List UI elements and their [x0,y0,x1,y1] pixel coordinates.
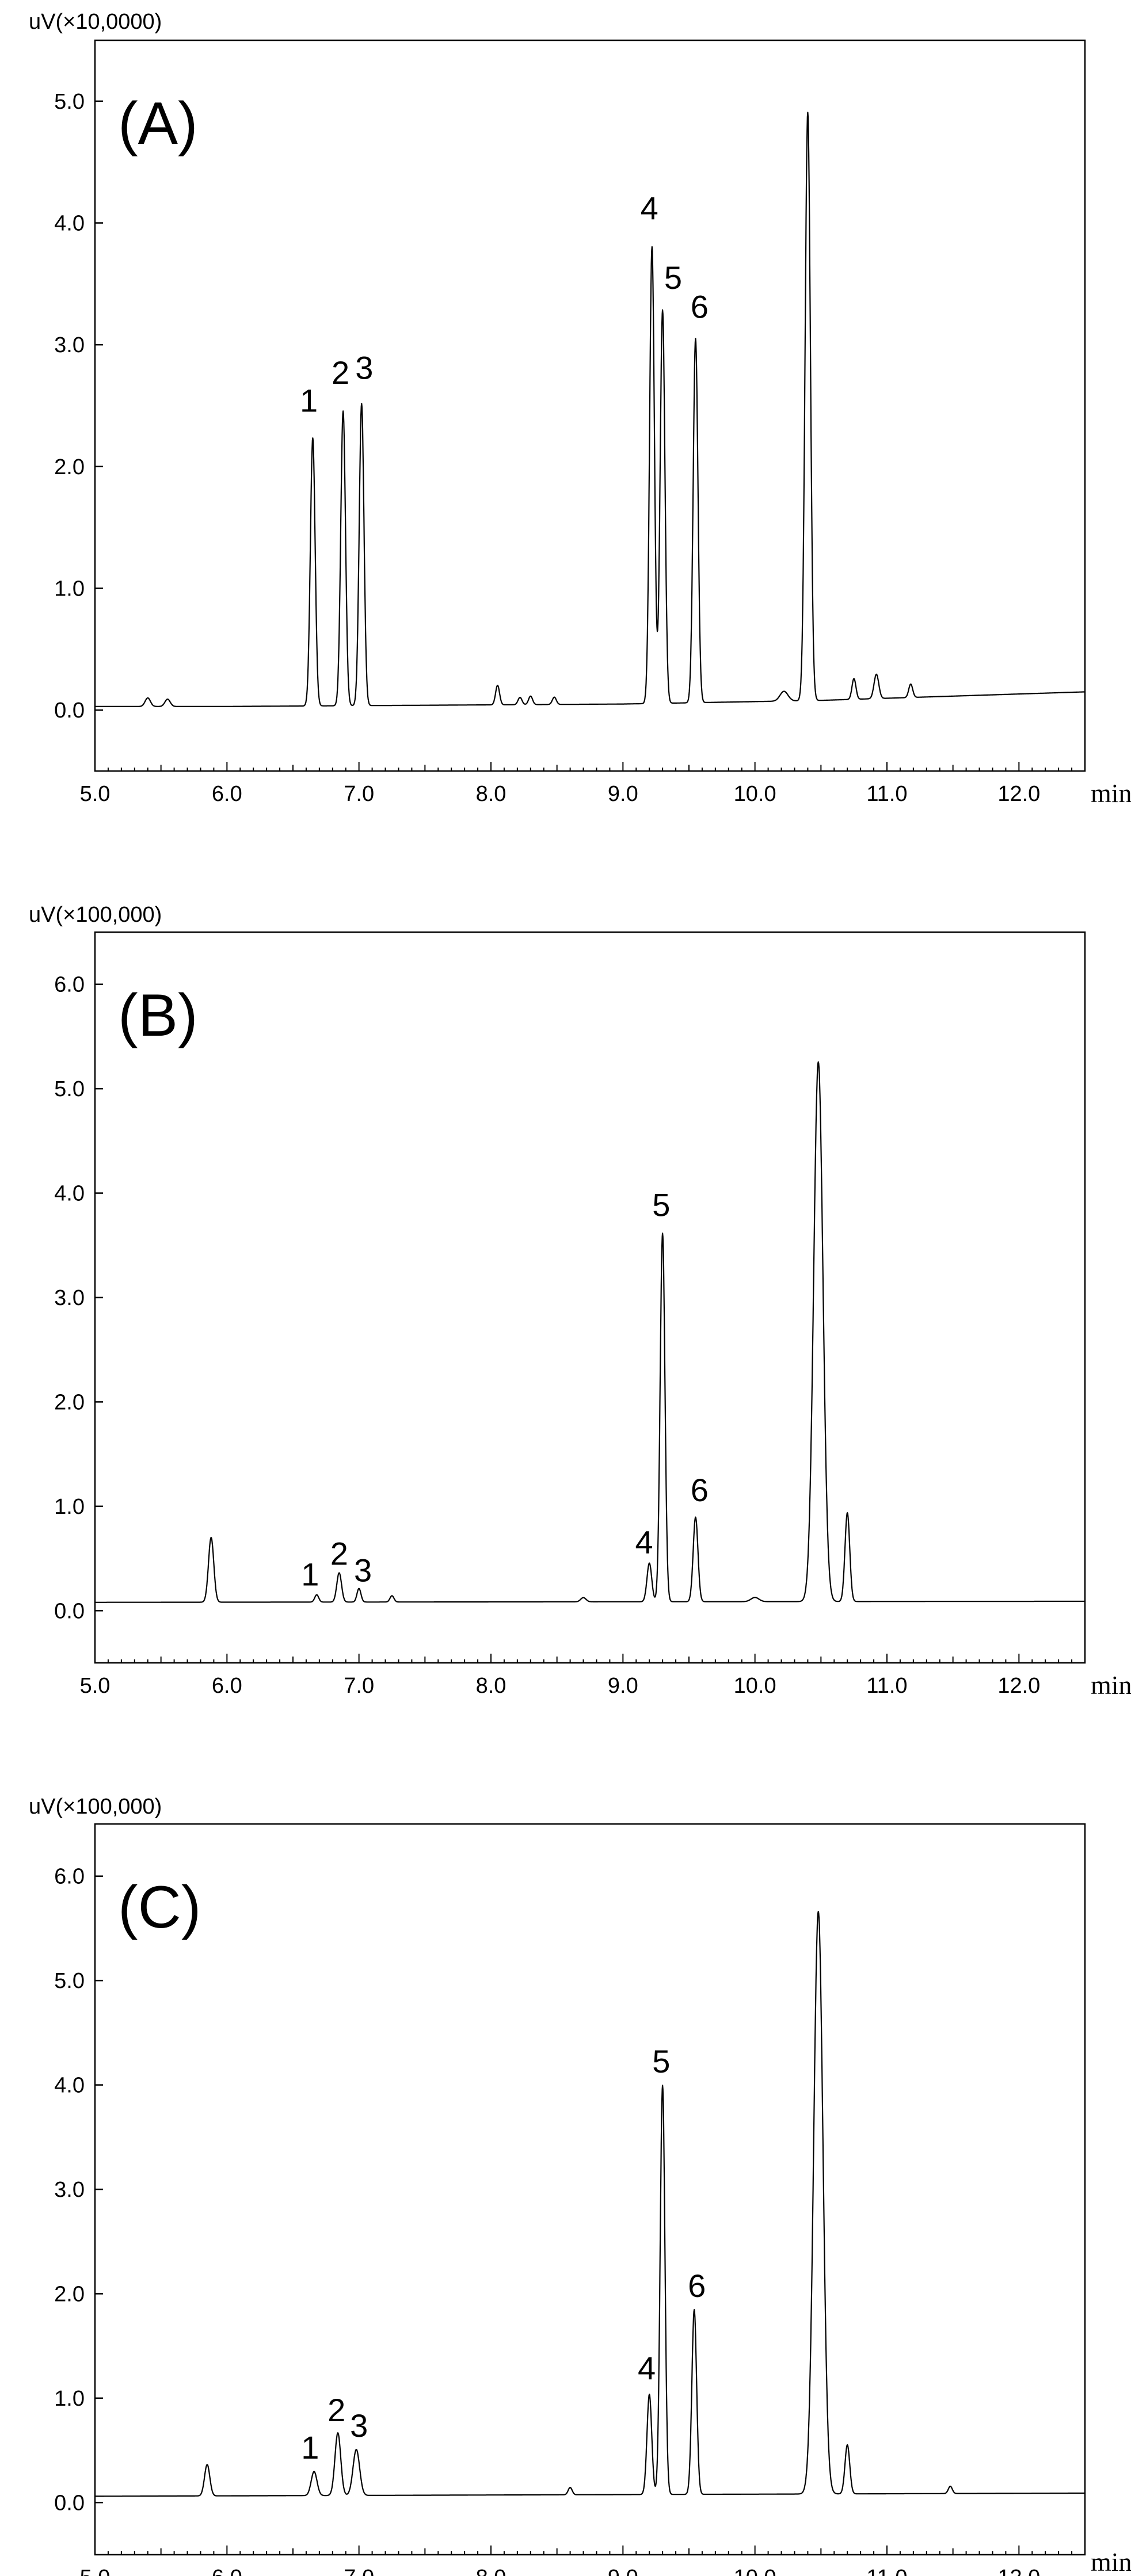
panel-b-peak-label-4: 4 [635,1524,653,1560]
panel-c-x-tick-label: 10.0 [734,2566,776,2576]
panel-b-y-tick-label: 2.0 [54,1390,85,1414]
panel-c-y-ticks: 0.0 1.0 2.0 3.0 4.0 5.0 6.0 [54,1865,103,2515]
panel-c-peak-label-5: 5 [652,2043,670,2079]
panel-a-y-tick-label: 4.0 [54,212,85,236]
panel-b-y-tick-label: 0.0 [54,1599,85,1623]
panel-b-peak-label-6: 6 [691,1472,709,1508]
panel-a-chromatogram-trace [94,112,1086,707]
panel-c-peak-label-1: 1 [301,2429,319,2466]
panel-a-x-unit: min [1091,778,1131,808]
panel-a-x-tick-label: 6.0 [212,782,242,806]
panel-a-peak-label-5: 5 [664,259,682,296]
panel-b-x-ticks: 5.0 6.0 7.0 8.0 9.0 10.0 11.0 12.0 [80,1654,1086,1698]
panel-b-x-tick-label: 6.0 [212,1674,242,1698]
panel-a-y-ticks: 0.0 1.0 2.0 3.0 4.0 5.0 [54,90,103,723]
panel-c-x-ticks: 5.0 6.0 7.0 8.0 9.0 10.0 11.0 12.0 [80,2546,1086,2576]
panel-c-x-tick-label: 6.0 [212,2566,242,2576]
panel-a-y-unit: uV(×10,0000) [29,10,162,34]
panel-a-y-tick-label: 1.0 [54,577,85,601]
panel-c-x-tick-label: 11.0 [866,2566,907,2576]
panel-c-x-tick-label: 5.0 [80,2566,111,2576]
panel-a-plot-frame [94,39,1086,772]
panel-a-peak-label-6: 6 [691,289,709,325]
panel-c-y-tick-label: 3.0 [54,2178,85,2202]
panel-a-y-tick-label: 2.0 [54,455,85,479]
panel-a-peak-labels: 12 3 456 [300,190,709,418]
panel-a-label: (A) [118,90,198,157]
panel-b-x-tick-label: 12.0 [997,1674,1040,1698]
panel-b-y-tick-label: 1.0 [54,1495,85,1519]
panel-b-y-tick-label: 4.0 [54,1182,85,1206]
panel-b-y-tick-label: 6.0 [54,973,85,997]
panel-c-x-tick-label: 8.0 [476,2566,507,2576]
panel-b-y-tick-label: 3.0 [54,1286,85,1310]
panel-c-chromatogram-trace [94,1911,1086,2497]
panel-a-peak-label-3: 3 [355,349,373,386]
panel-c-y-unit: uV(×100,000) [29,1795,162,1819]
panel-c-label: (C) [118,1874,201,1941]
panel-a-x-ticks: 5.0 6.0 7.0 8.0 9.0 10.0 11.0 12.0 [80,762,1086,806]
panel-a-x-tick-label: 9.0 [608,782,638,806]
panel-c-y-tick-label: 4.0 [54,2074,85,2098]
panel-a-x-tick-label: 10.0 [734,782,776,806]
panel-b-peak-label-3: 3 [354,1552,372,1588]
panel-b-peak-label-1: 1 [301,1556,319,1593]
panel-c-peak-label-4: 4 [638,2350,656,2386]
panel-c-peak-labels: 12 3 4 5 6 [301,2043,706,2466]
panel-c-x-unit: min [1091,2547,1131,2576]
panel-b-x-unit: min [1091,1670,1131,1700]
panel-a-y-tick-label: 3.0 [54,333,85,357]
panel-c-peak-label-2: 2 [328,2392,345,2428]
panel-c-y-tick-label: 5.0 [54,1969,85,1993]
panel-b-peak-labels: 12 3 4 5 6 [301,1186,709,1592]
panel-c: uV(×100,000) (C) min 0.0 1.0 2.0 3.0 4.0 5.0 6… [29,1795,1131,2576]
panel-a-x-tick-label: 12.0 [997,782,1040,806]
panel-a-x-tick-label: 7.0 [344,782,374,806]
panel-a-y-tick-label: 5.0 [54,90,85,114]
panel-c-y-tick-label: 2.0 [54,2282,85,2306]
panel-c-peak-label-3: 3 [350,2407,368,2444]
panel-c-y-tick-label: 1.0 [54,2387,85,2411]
panel-b-x-tick-label: 11.0 [866,1674,907,1698]
panel-a-x-tick-label: 11.0 [866,782,907,806]
panel-b: uV(×100,000) (B) min 0.0 1.0 2.0 3.0 4.0 5.0 6… [29,903,1131,1700]
panel-b-y-unit: uV(×100,000) [29,903,162,927]
panel-c-peak-label-6: 6 [688,2268,706,2304]
panel-c-x-tick-label: 9.0 [608,2566,638,2576]
panel-c-x-tick-label: 7.0 [344,2566,374,2576]
panel-c-y-tick-label: 0.0 [54,2491,85,2515]
panel-b-y-ticks: 0.0 1.0 2.0 3.0 4.0 5.0 6.0 [54,973,103,1623]
panel-b-x-tick-label: 9.0 [608,1674,638,1698]
panel-c-plot-frame [94,1823,1086,2556]
panel-b-label: (B) [118,982,198,1049]
panel-a: uV(×10,0000) (A) min 0.0 1.0 2.0 3.0 4.0 5.0 … [29,10,1131,808]
panel-c-x-tick-label: 12.0 [997,2566,1040,2576]
panel-b-peak-label-5: 5 [652,1186,670,1223]
panel-b-x-tick-label: 10.0 [734,1674,776,1698]
panel-a-peak-label-4: 4 [641,190,658,226]
panel-a-peak-label-1: 1 [300,383,318,419]
panel-b-x-tick-label: 8.0 [476,1674,507,1698]
panel-a-peak-label-2: 2 [332,354,349,391]
panel-a-y-tick-label: 0.0 [54,699,85,723]
panel-b-chromatogram-trace [94,1061,1086,1603]
panel-a-x-tick-label: 8.0 [476,782,507,806]
panel-b-peak-label-2: 2 [330,1535,348,1571]
panel-a-x-tick-label: 5.0 [80,782,111,806]
panel-b-x-tick-label: 5.0 [80,1674,111,1698]
panel-b-y-tick-label: 5.0 [54,1077,85,1101]
panel-c-y-tick-label: 6.0 [54,1865,85,1889]
panel-b-plot-frame [94,931,1086,1664]
panel-b-x-tick-label: 7.0 [344,1674,374,1698]
